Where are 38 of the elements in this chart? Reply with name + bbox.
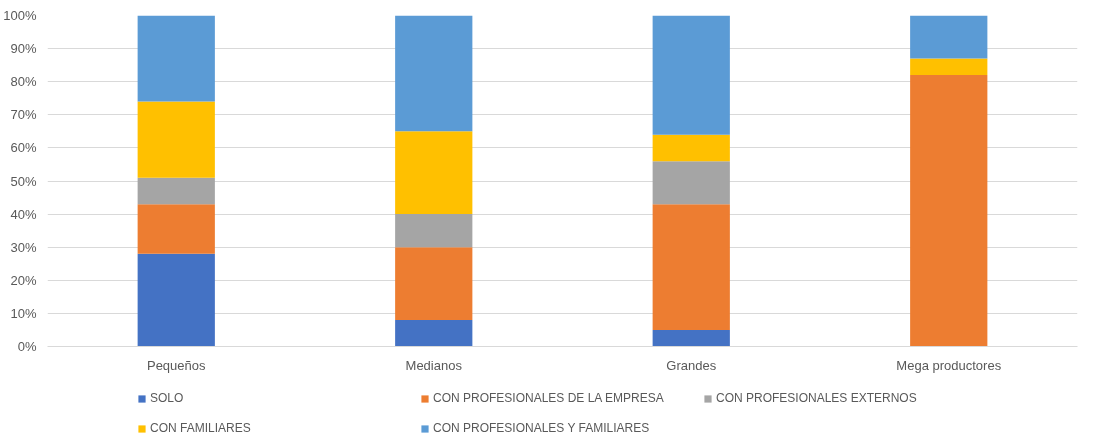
legend-label: CON FAMILIARES — [150, 421, 252, 435]
y-tick-label: 10% — [10, 305, 37, 321]
bar — [652, 204, 730, 330]
x-tick-label: Mega productores — [896, 357, 1002, 373]
bar — [137, 204, 215, 254]
y-tick-label: 40% — [10, 206, 37, 222]
bar — [137, 101, 215, 178]
y-tick-label: 60% — [10, 140, 37, 156]
bar — [652, 329, 730, 347]
y-tick-label: 0% — [17, 339, 37, 354]
bar — [910, 75, 988, 347]
legend-label: CON PROFESIONALES Y FAMILIARES — [433, 421, 651, 435]
legend-label: SOLO — [150, 391, 185, 405]
legend-label: CON PROFESIONALES EXTERNOS — [716, 391, 918, 405]
x-tick-label: Pequeños — [146, 357, 207, 373]
bar — [137, 177, 215, 205]
bar — [395, 15, 473, 132]
y-tick-label: 100% — [3, 8, 37, 23]
y-tick-label: 30% — [10, 239, 37, 255]
bar — [652, 161, 730, 205]
bar — [910, 58, 988, 76]
bar — [137, 253, 215, 347]
bar — [395, 320, 473, 347]
y-tick-label: 80% — [10, 74, 37, 90]
bar — [652, 15, 730, 135]
x-tick-label: Grandes — [666, 357, 717, 373]
bar — [395, 131, 473, 215]
y-tick-label: 90% — [10, 41, 37, 57]
bar — [137, 15, 215, 102]
bar — [395, 247, 473, 321]
x-tick-label: Medianos — [405, 357, 463, 373]
bar — [395, 214, 473, 248]
legend-label: CON PROFESIONALES DE LA EMPRESA — [433, 391, 665, 405]
y-tick-label: 70% — [10, 107, 37, 123]
bar — [652, 134, 730, 162]
bar — [910, 15, 988, 59]
y-tick-label: 20% — [10, 272, 37, 288]
y-tick-label: 50% — [10, 173, 37, 189]
